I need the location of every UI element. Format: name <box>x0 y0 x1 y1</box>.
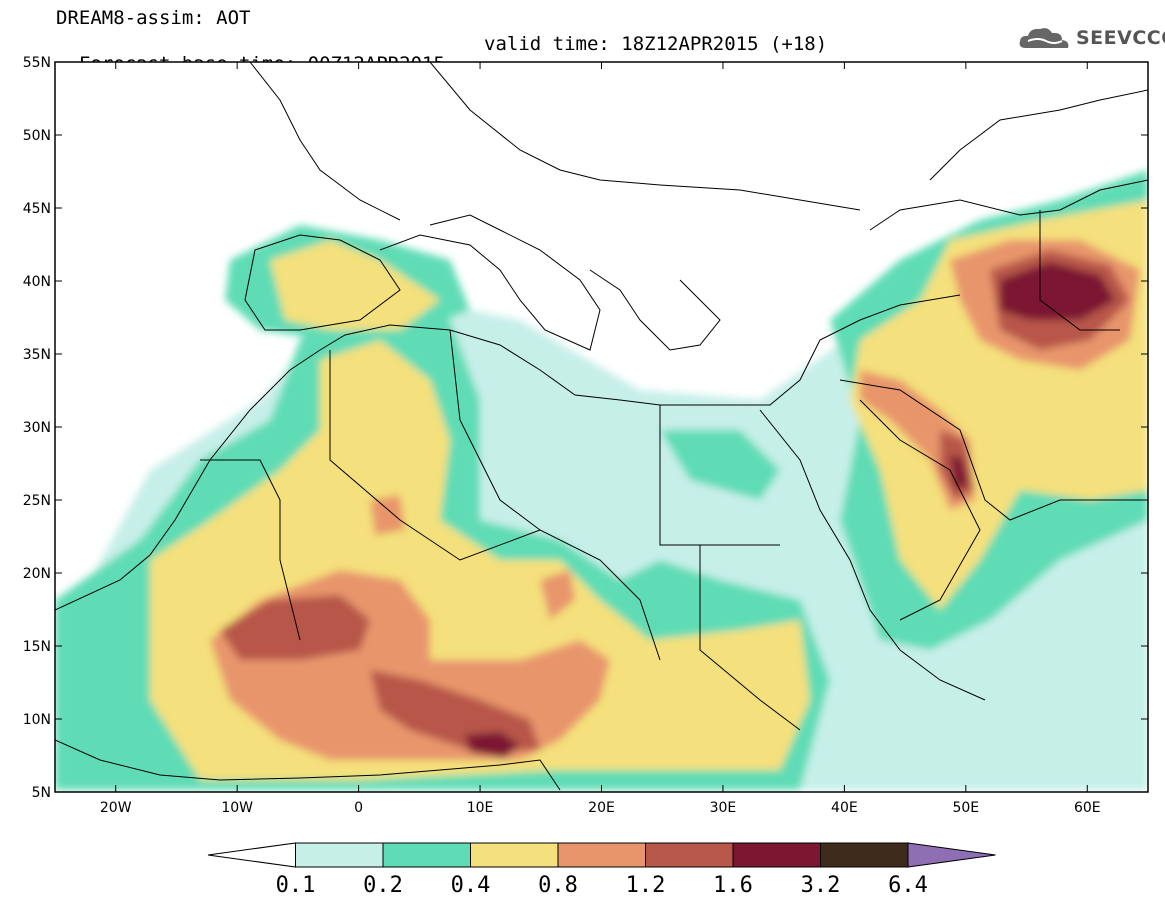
lat-label: 15N <box>23 639 51 655</box>
colorbar-high-arrow <box>907 842 996 868</box>
lat-label: 35N <box>23 347 51 363</box>
lat-label: 5N <box>32 785 51 801</box>
colorbar-swatch <box>820 842 909 868</box>
colorbar-label: 0.1 <box>276 873 316 898</box>
colorbar-label: 0.2 <box>363 873 403 898</box>
aot-colorbar: 0.1 0.2 0.4 0.8 1.2 1.6 3.2 6.4 <box>207 842 996 898</box>
lon-label: 40E <box>831 800 858 816</box>
coastlines <box>55 62 1148 791</box>
colorbar-low-arrow <box>207 842 296 868</box>
aot-band-0.8 <box>370 495 405 535</box>
latitude-axis: 55N 50N 45N 40N 35N 30N 25N 20N 15N 10N 5N <box>23 55 1148 801</box>
aot-band-1.6 <box>950 455 968 490</box>
lon-label: 0 <box>354 800 363 816</box>
colorbar-swatch <box>732 842 821 868</box>
seevccc-logo: SEEVCCC <box>1018 24 1165 52</box>
colorbar-swatch <box>470 842 559 868</box>
colorbar-label: 1.6 <box>713 873 753 898</box>
cloud-icon <box>1019 28 1069 48</box>
colorbar-swatch <box>557 842 646 868</box>
colorbar-label: 1.2 <box>626 873 666 898</box>
colorbar-swatch <box>295 842 384 868</box>
colorbar-swatch <box>645 842 734 868</box>
colorbar-label: 0.4 <box>451 873 491 898</box>
lat-label: 20N <box>23 566 51 582</box>
lon-label: 20W <box>100 800 132 816</box>
lon-label: 10W <box>221 800 253 816</box>
aot-band-0.4 <box>270 240 440 330</box>
aot-field <box>55 62 1148 792</box>
aot-band-1.2 <box>220 595 370 660</box>
lat-label: 55N <box>23 55 51 71</box>
logo-text: SEEVCCC <box>1076 27 1165 49</box>
map-title: DREAM8-assim: AOT <box>56 7 251 29</box>
colorbar-swatch <box>382 842 471 868</box>
lat-label: 40N <box>23 274 51 290</box>
lon-label: 10E <box>467 800 494 816</box>
colorbar-label: 3.2 <box>801 873 841 898</box>
lat-label: 50N <box>23 128 51 144</box>
colorbar-label: 0.8 <box>538 873 578 898</box>
aot-band-1.6 <box>1000 262 1115 320</box>
lon-label: 60E <box>1074 800 1101 816</box>
lon-label: 50E <box>952 800 979 816</box>
aot-band-0.2 <box>660 430 780 500</box>
lat-label: 30N <box>23 420 51 436</box>
aot-band-1.6 <box>465 732 520 758</box>
lat-label: 45N <box>23 201 51 217</box>
lat-label: 10N <box>23 712 51 728</box>
aot-band-1.2 <box>370 670 540 750</box>
lon-label: 30E <box>710 800 737 816</box>
lon-label: 20E <box>588 800 615 816</box>
valid-time-label: valid time: 18Z12APR2015 (+18) <box>484 33 828 55</box>
lat-label: 25N <box>23 493 51 509</box>
longitude-axis: 20W 10W 0 10E 20E 30E 40E 50E 60E <box>100 62 1101 816</box>
aot-band-0.8 <box>540 570 575 620</box>
colorbar-label: 6.4 <box>888 873 928 898</box>
